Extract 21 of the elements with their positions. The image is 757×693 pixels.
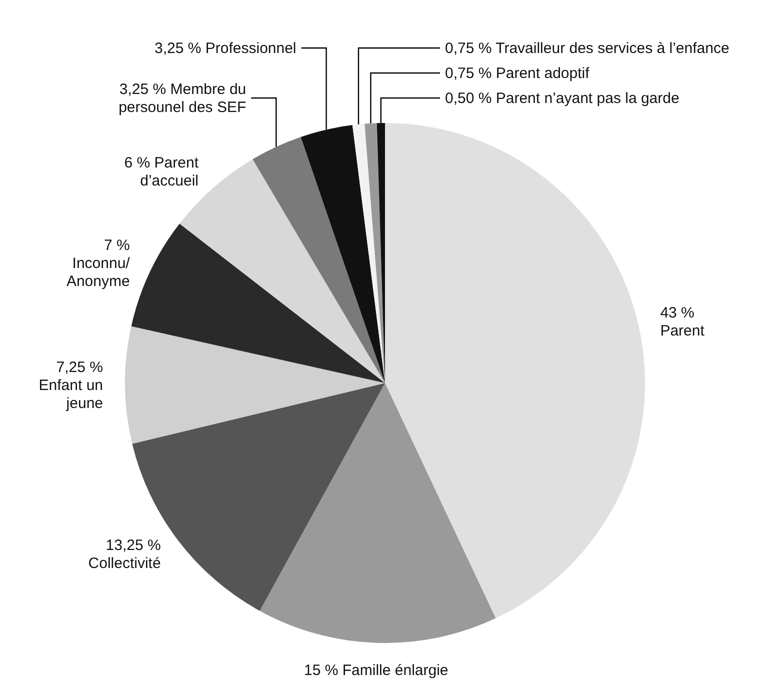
pie-slice — [352, 124, 385, 383]
pie-slice — [131, 224, 385, 383]
pie-slice — [252, 137, 385, 383]
slice-label: Collectivité — [88, 555, 161, 572]
slice-label: 3,25 % Membre du persounel des SEF — [118, 81, 246, 116]
data-label: 43 % — [660, 304, 694, 322]
slice-label: 0,75 % Parent adoptif — [445, 65, 590, 82]
slice-label: 0,50 % Parent n’ayant pas la garde — [445, 90, 680, 107]
slice-label: 6 % Parent d’accueil — [124, 154, 200, 190]
slice-label: Inconnu/Anonyme — [66, 254, 131, 290]
slice-label: Parent — [660, 322, 706, 340]
slice-label: 15 % Famille énlargie — [304, 662, 448, 679]
data-label: 7 % — [104, 236, 130, 254]
slice-label: 0,75 % Travailleur des services à l’enfance — [445, 40, 730, 57]
data-label: 13,25 % — [106, 537, 161, 554]
slice-label: Enfant un jeune — [38, 377, 104, 412]
slice-label: 3,25 % Professionnel — [154, 40, 296, 57]
data-label: 7,25 % — [56, 359, 104, 376]
pie-slice — [260, 383, 496, 643]
pie-slice — [300, 125, 385, 383]
pie-slice — [364, 123, 385, 383]
